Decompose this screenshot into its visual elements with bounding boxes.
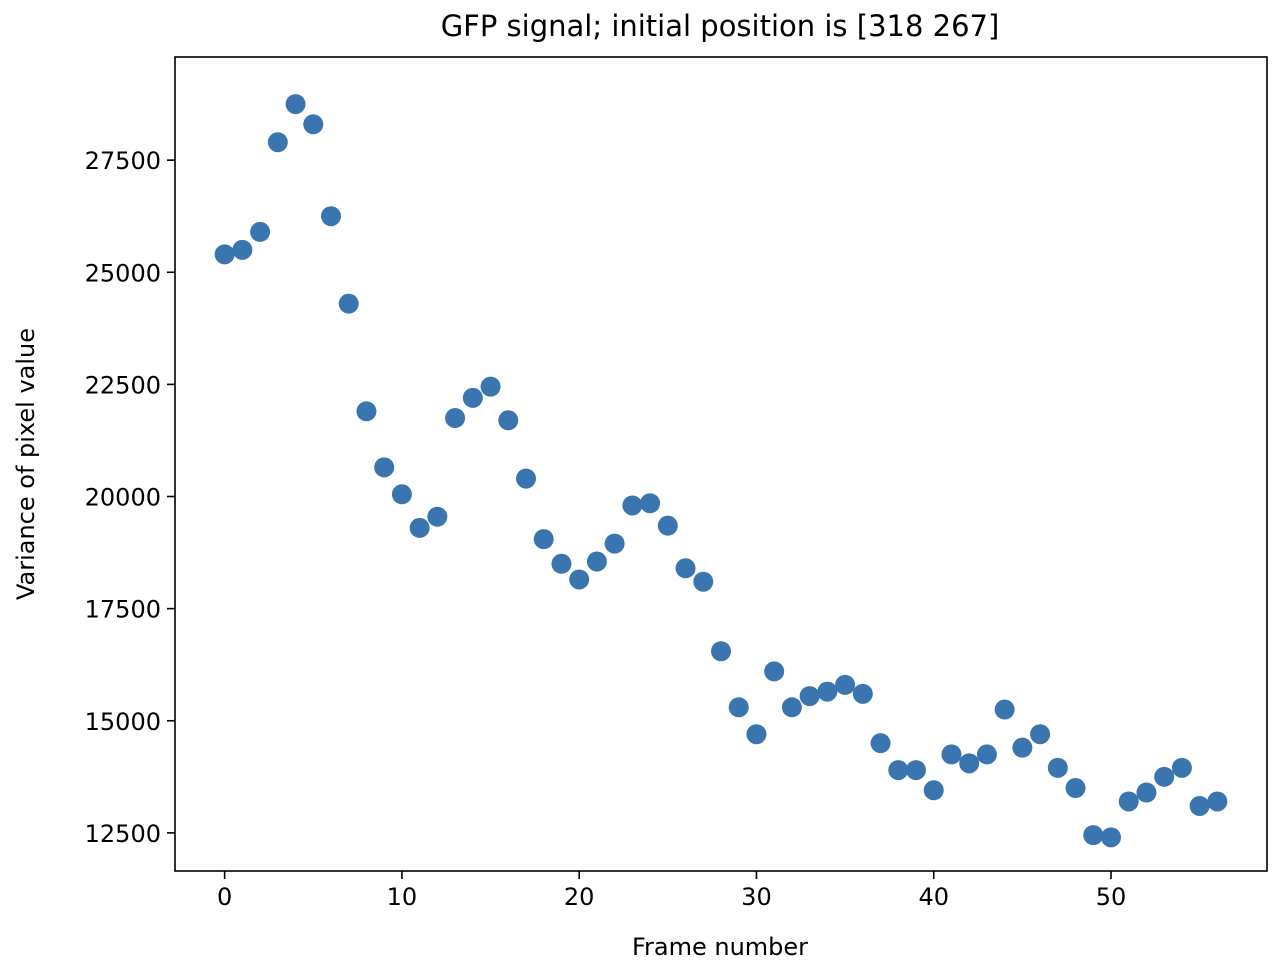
data-point [976, 744, 997, 765]
data-point [569, 569, 590, 590]
x-tick-label: 30 [741, 883, 772, 911]
data-point [1171, 757, 1192, 778]
data-point [462, 387, 483, 408]
data-point [427, 506, 448, 527]
data-point [1207, 791, 1228, 812]
data-point [994, 699, 1015, 720]
data-point [1047, 757, 1068, 778]
data-point [693, 571, 714, 592]
data-point [906, 760, 926, 781]
data-point [1136, 782, 1157, 803]
data-point [604, 533, 625, 554]
data-points [214, 94, 1228, 848]
data-point [817, 681, 838, 702]
data-point [374, 457, 395, 478]
x-tick-label: 10 [387, 883, 418, 911]
data-point [1118, 791, 1139, 812]
data-point [781, 697, 802, 718]
data-point [232, 239, 253, 260]
data-point [1101, 827, 1121, 848]
data-point [586, 551, 607, 572]
y-tick-label: 12500 [85, 820, 161, 848]
data-point [870, 733, 891, 754]
data-point [711, 641, 731, 662]
data-point [533, 529, 554, 550]
plot-frame [174, 56, 1268, 872]
data-point [764, 661, 785, 682]
chart-title: GFP signal; initial position is [318 267… [441, 9, 1000, 43]
x-tick-label: 20 [564, 883, 595, 911]
y-tick-label: 22500 [85, 371, 161, 399]
x-tick-label: 40 [918, 883, 949, 911]
data-point [923, 780, 944, 801]
data-point [746, 724, 767, 745]
x-tick-label: 50 [1096, 883, 1127, 911]
data-point [321, 206, 341, 227]
plot-area [174, 56, 1268, 872]
y-tick-label: 17500 [85, 596, 161, 624]
data-point [267, 132, 288, 153]
data-point [657, 515, 678, 536]
data-point [250, 221, 271, 242]
data-point [409, 517, 430, 538]
data-point [888, 760, 909, 781]
x-tick-label: 0 [217, 883, 232, 911]
data-point [214, 244, 235, 265]
data-point [1083, 825, 1104, 846]
data-point [1065, 778, 1086, 799]
data-point [852, 683, 873, 704]
data-point [1030, 724, 1051, 745]
data-point [1189, 795, 1210, 816]
data-point [551, 553, 572, 574]
data-point [303, 114, 324, 135]
y-tick-label: 15000 [85, 708, 161, 736]
data-point [356, 401, 377, 422]
data-point [835, 674, 856, 695]
data-point [445, 408, 466, 429]
x-axis: 0 10 20 30 40 50 [217, 871, 1126, 911]
data-point [640, 493, 661, 514]
y-axis-title: Variance of pixel value [12, 328, 40, 600]
data-point [285, 94, 306, 115]
data-point [480, 376, 501, 397]
y-tick-label: 25000 [85, 259, 161, 287]
y-tick-label: 27500 [85, 147, 161, 175]
y-axis: 12500 15000 17500 20000 22500 25000 27500 [85, 147, 175, 848]
data-point [1012, 737, 1033, 758]
data-point [941, 744, 962, 765]
data-point [338, 293, 359, 314]
data-point [622, 495, 643, 516]
data-point [675, 558, 696, 579]
data-point [498, 410, 519, 431]
data-point [799, 686, 820, 707]
data-point [391, 484, 412, 505]
x-axis-title: Frame number [632, 933, 808, 961]
data-point [516, 468, 536, 489]
data-point [959, 753, 980, 774]
data-point [728, 697, 749, 718]
data-point [1154, 766, 1175, 787]
y-tick-label: 20000 [85, 484, 161, 512]
